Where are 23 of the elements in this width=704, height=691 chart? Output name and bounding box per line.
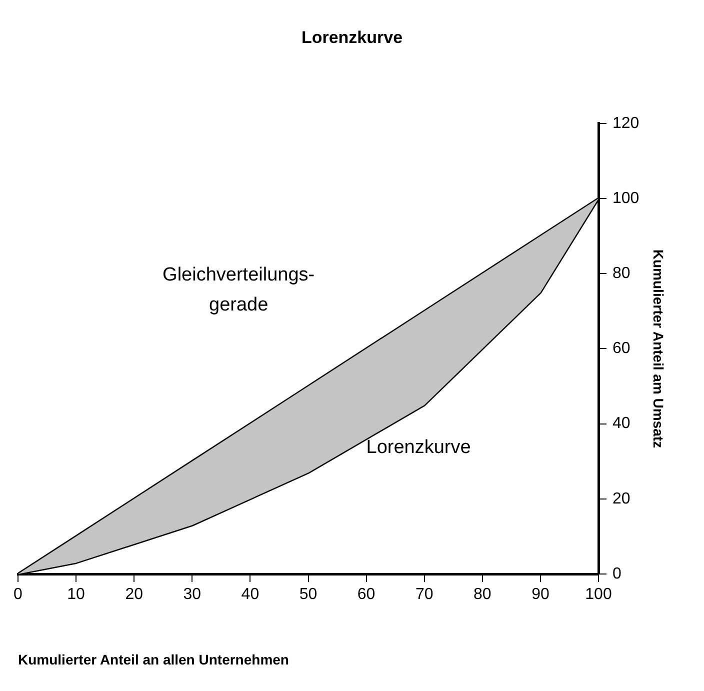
x-axis-title: Kumulierter Anteil an allen Unternehmen: [18, 651, 289, 668]
x-tick-label: 10: [67, 586, 86, 604]
y-tick-label: 80: [612, 265, 630, 282]
x-tick-label: 80: [474, 586, 492, 604]
y-tick-label: 0: [612, 565, 622, 582]
annotation: Lorenzkurve: [366, 437, 471, 458]
x-tick-label: 20: [125, 586, 144, 604]
chart-title: Lorenzkurve: [301, 28, 403, 47]
x-tick-label: 60: [357, 586, 376, 604]
y-tick-label: 60: [612, 340, 630, 358]
y-axis-title: Kumulierter Anteil am Umsatz: [650, 249, 667, 448]
y-tick-label: 100: [612, 190, 640, 207]
x-tick-label: 40: [241, 586, 260, 604]
y-tick-label: 120: [612, 114, 640, 132]
x-tick-label: 0: [14, 586, 23, 604]
y-tick-label: 20: [612, 490, 630, 508]
x-tick-label: 70: [415, 586, 434, 604]
annotation: Gleichverteilungs- gerade: [162, 264, 315, 316]
x-tick-label: 50: [299, 586, 318, 604]
y-tick-label: 40: [612, 415, 630, 432]
x-tick-label: 100: [585, 586, 612, 604]
x-tick-label: 90: [532, 586, 550, 604]
x-tick-label: 30: [183, 586, 202, 604]
